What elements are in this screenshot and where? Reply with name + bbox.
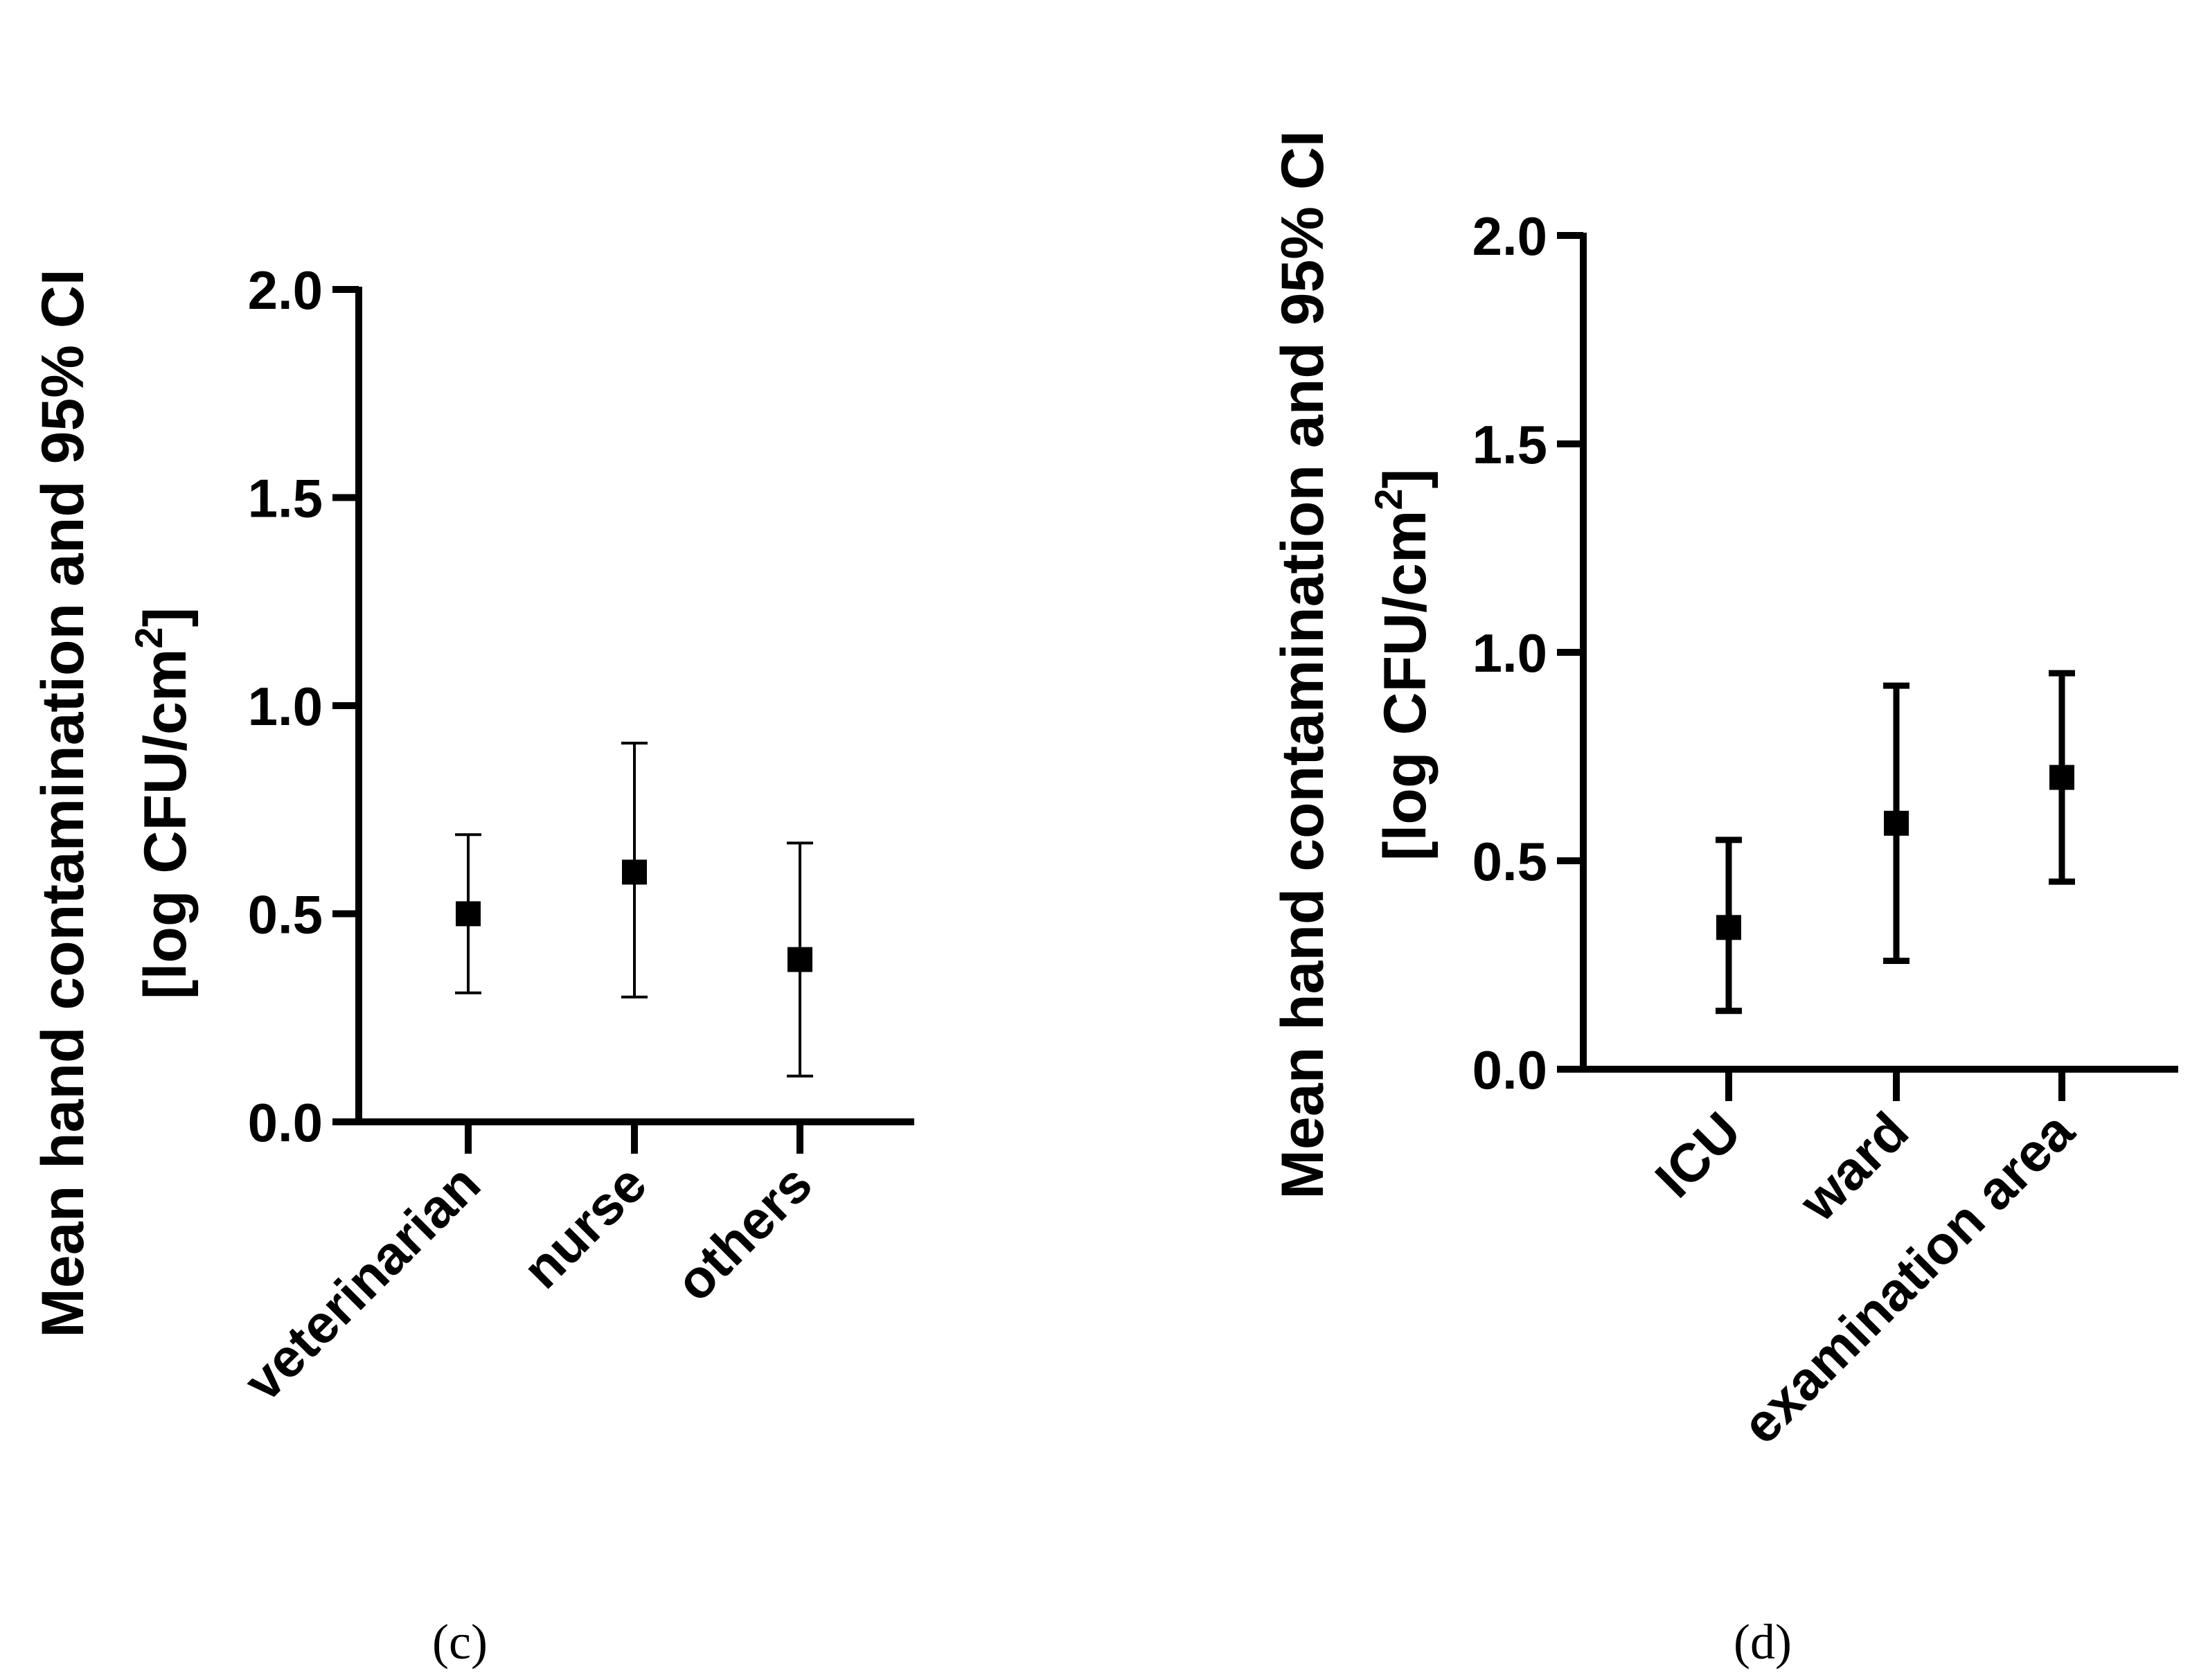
y-axis-label-suffix: ] (132, 607, 199, 627)
data-point (1884, 810, 1909, 836)
data-marks (455, 742, 813, 1078)
data-marks (1716, 670, 2075, 1015)
y-axis-label-sup: 2 (1366, 489, 1410, 510)
y-axis: 0.0 0.5 1.0 1.5 2.0 (248, 260, 362, 1153)
y-tick-label: 1.0 (248, 676, 323, 737)
x-axis: veterinarian nurse others (232, 1118, 914, 1413)
panel-c: Mean hand contamination and 95% CI [log … (30, 260, 914, 1670)
data-point (2049, 765, 2074, 790)
x-tick-label: ICU (1644, 1100, 1752, 1209)
y-tick-label: 2.0 (1472, 206, 1547, 267)
y-axis-label-suffix: ] (1372, 469, 1439, 489)
x-tick-label: nurse (511, 1153, 658, 1300)
data-point (787, 947, 812, 972)
x-tick-label: ward (1787, 1100, 1920, 1233)
y-axis: 0.0 0.5 1.0 1.5 2.0 (1472, 206, 1587, 1100)
data-point (456, 901, 481, 927)
panel-label: (d) (1734, 1614, 1792, 1670)
y-tick-label: 0.0 (1472, 1039, 1547, 1100)
y-axis-label-sup: 2 (127, 627, 170, 649)
y-tick-label: 0.5 (248, 884, 323, 945)
y-tick-label: 1.5 (248, 468, 323, 529)
data-point (1716, 915, 1741, 940)
x-tick-label: others (664, 1153, 823, 1313)
y-axis-label-line2: [log CFU/cm2] (127, 607, 199, 999)
y-tick-label: 1.0 (1472, 623, 1547, 683)
y-axis-label-line2: [log CFU/cm2] (1366, 469, 1439, 861)
data-point (622, 859, 647, 885)
y-axis-label-prefix: [log CFU/cm (1372, 510, 1439, 861)
panel-label: (c) (432, 1614, 488, 1670)
y-tick-label: 2.0 (248, 260, 323, 321)
y-axis-label-line1: Mean hand contamination and 95% CI (30, 269, 96, 1337)
y-tick-label: 1.5 (1472, 414, 1547, 475)
y-tick-label: 0.0 (248, 1092, 323, 1153)
panel-d: Mean hand contamination and 95% CI [log … (1270, 130, 2178, 1670)
y-axis-label-line1: Mean hand contamination and 95% CI (1270, 130, 1336, 1199)
x-tick-label: veterinarian (232, 1153, 492, 1413)
y-axis-label-prefix: [log CFU/cm (132, 649, 199, 999)
y-tick-label: 0.5 (1472, 831, 1547, 892)
